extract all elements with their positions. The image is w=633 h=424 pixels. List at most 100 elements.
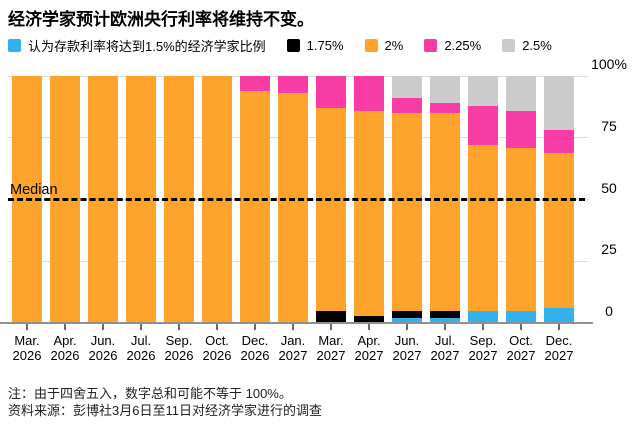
median-label: Median xyxy=(10,181,58,198)
x-axis-label: Sep. 2026 xyxy=(164,333,194,363)
bar-segment xyxy=(354,110,384,316)
bar-segment xyxy=(544,130,574,153)
bar-segment xyxy=(506,76,536,111)
legend-item: 2.25% xyxy=(424,38,481,53)
legend-swatch-icon xyxy=(286,39,300,52)
x-axis-label: Oct. 2027 xyxy=(506,333,536,363)
x-axis-label: Dec. 2026 xyxy=(240,333,270,363)
x-axis-label: Jul. 2026 xyxy=(126,333,156,363)
x-axis-label: Sep. 2027 xyxy=(468,333,498,363)
bar-segment xyxy=(316,108,346,311)
axis-tick-icon xyxy=(292,324,294,330)
bar-segment xyxy=(430,76,460,104)
x-axis-label: Oct. 2026 xyxy=(202,333,232,363)
x-axis-label: Apr. 2027 xyxy=(354,333,384,363)
bar-segment xyxy=(430,318,460,323)
bar-segment xyxy=(430,113,460,311)
legend-item: 2.5% xyxy=(502,38,552,53)
legend-swatch-icon xyxy=(8,39,21,52)
axis-tick-icon xyxy=(254,324,256,330)
x-axis-label: Dec. 2027 xyxy=(544,333,574,363)
legend-item: 1.75% xyxy=(286,38,344,53)
bar-segment xyxy=(506,147,536,311)
legend-item-label: 2.25% xyxy=(444,38,482,53)
bar-segment xyxy=(278,93,308,323)
bar-segment xyxy=(354,76,384,111)
bar-segment xyxy=(316,310,346,323)
axis-tick-icon xyxy=(140,324,142,330)
legend-item-label: 1.75% xyxy=(306,38,344,53)
legend-item: 认为存款利率将达到1.5%的经济学家比例 xyxy=(8,36,266,55)
y-axis-label: 100% xyxy=(591,56,627,72)
legend-swatch-icon xyxy=(502,39,516,52)
bar-segment xyxy=(468,310,498,323)
x-axis-label: Jun. 2027 xyxy=(392,333,422,363)
x-axis-label: Mar. 2027 xyxy=(316,333,346,363)
stacked-bar xyxy=(392,76,422,323)
x-axis-label: Mar. 2026 xyxy=(12,333,42,363)
stacked-bar xyxy=(278,76,308,323)
bar-segment xyxy=(392,310,422,319)
bar-segment xyxy=(430,310,460,319)
axis-tick-icon xyxy=(26,324,28,330)
x-axis-label: Apr. 2026 xyxy=(50,333,80,363)
bar-segment xyxy=(392,76,422,99)
bar-segment xyxy=(468,105,498,146)
footnote-note: 注：由于四舍五入，数字总和可能不等于 100%。 xyxy=(8,386,292,401)
bar-segment xyxy=(544,76,574,131)
legend-swatch-icon xyxy=(364,39,378,52)
axis-tick-icon xyxy=(330,324,332,330)
page-title: 经济学家预计欧洲央行利率将维持不变。 xyxy=(8,10,314,29)
stacked-bar xyxy=(544,76,574,323)
bar-segment xyxy=(544,152,574,309)
legend: 认为存款利率将达到1.5%的经济学家比例 1.75% 2% 2.25% 2.5% xyxy=(8,36,552,55)
x-axis-line xyxy=(0,322,593,324)
bar-segment xyxy=(240,90,270,323)
median-line xyxy=(8,198,585,201)
bar-segment xyxy=(354,315,384,323)
axis-tick-icon xyxy=(216,324,218,330)
bar-segment xyxy=(392,318,422,323)
stacked-bar xyxy=(430,76,460,323)
legend-item-label: 认为存款利率将达到1.5%的经济学家比例 xyxy=(28,39,266,54)
stacked-bar xyxy=(240,76,270,323)
axis-tick-icon xyxy=(558,324,560,330)
y-axis-label: 50 xyxy=(601,179,617,196)
legend-item-label: 2.5% xyxy=(522,38,552,53)
y-axis-label: 75 xyxy=(601,117,617,134)
y-axis-label: 0 xyxy=(605,303,613,319)
gridline xyxy=(8,75,588,77)
x-axis-label: Jun. 2026 xyxy=(88,333,118,363)
bar-segment xyxy=(278,76,308,94)
axis-tick-icon xyxy=(64,324,66,330)
legend-swatch-icon xyxy=(424,39,438,52)
stacked-bar xyxy=(354,76,384,323)
bar-segment xyxy=(392,113,422,311)
y-axis-label: 25 xyxy=(601,241,617,258)
axis-tick-icon xyxy=(482,324,484,330)
bar-segment xyxy=(392,98,422,114)
bar-segment xyxy=(506,110,536,148)
axis-tick-icon xyxy=(444,324,446,330)
axis-tick-icon xyxy=(368,324,370,330)
bar-segment xyxy=(544,308,574,323)
axis-tick-icon xyxy=(102,324,104,330)
footnote-source: 资料来源：彭博社3月6日至11日对经济学家进行的调查 xyxy=(8,403,322,418)
bar-segment xyxy=(468,145,498,311)
x-axis-label: Jul. 2027 xyxy=(430,333,460,363)
stacked-bar xyxy=(316,76,346,323)
x-axis-label: Jan. 2027 xyxy=(278,333,308,363)
axis-tick-icon xyxy=(520,324,522,330)
axis-tick-icon xyxy=(178,324,180,330)
legend-item: 2% xyxy=(364,38,404,53)
stacked-bar xyxy=(506,76,536,323)
bar-segment xyxy=(468,76,498,106)
axis-tick-icon xyxy=(406,324,408,330)
bar-segment xyxy=(430,103,460,114)
stacked-bar xyxy=(468,76,498,323)
bar-segment xyxy=(316,76,346,109)
legend-item-label: 2% xyxy=(384,38,404,53)
bar-segment xyxy=(240,76,270,91)
bar-segment xyxy=(506,310,536,323)
